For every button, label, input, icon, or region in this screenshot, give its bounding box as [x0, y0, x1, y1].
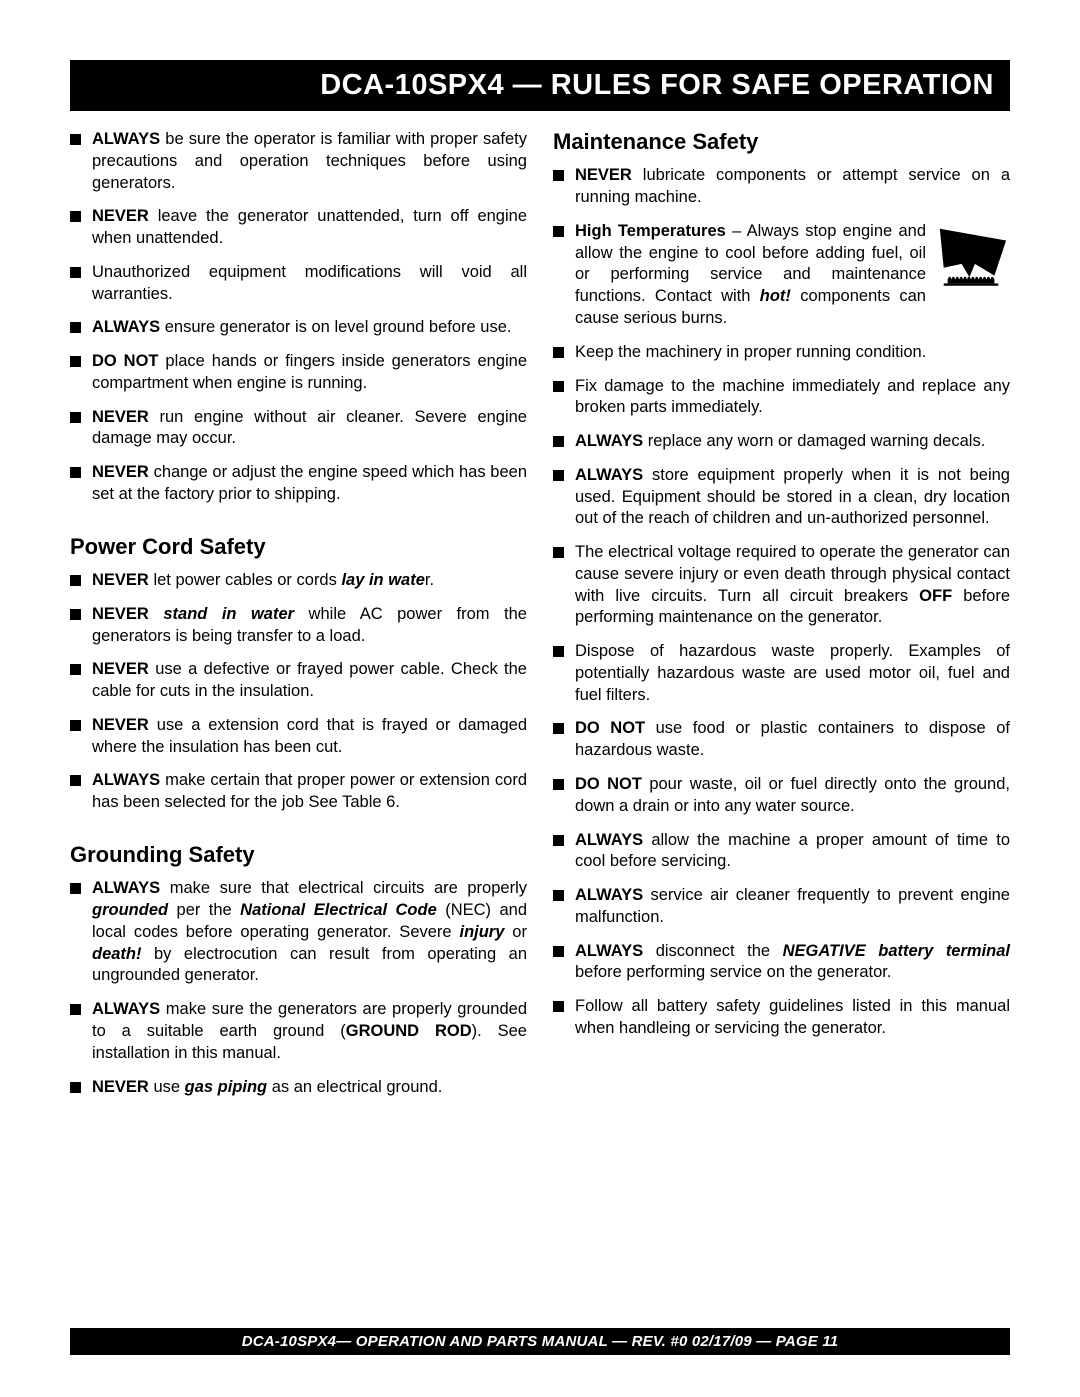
list-item: DO NOT place hands or fingers inside gen…: [70, 351, 527, 395]
list-item: ALWAYS service air cleaner frequently to…: [553, 885, 1010, 929]
list-item: NEVER let power cables or cords lay in w…: [70, 570, 527, 592]
list-item-text: NEVER run engine without air cleaner. Se…: [92, 408, 527, 448]
list-item: Dispose of hazardous waste properly. Exa…: [553, 641, 1010, 706]
list-item: Unauthorized equipment modifications wil…: [70, 262, 527, 306]
title-bar: DCA-10SPX4 — RULES FOR SAFE OPERATION: [70, 60, 1010, 111]
list-item-text: ALWAYS service air cleaner frequently to…: [575, 886, 1010, 926]
right-column: Maintenance Safety NEVER lubricate compo…: [553, 129, 1010, 1110]
list-item-text: NEVER let power cables or cords lay in w…: [92, 571, 434, 589]
list-item-text: ALWAYS disconnect the NEGATIVE battery t…: [575, 942, 1010, 982]
list-item-text: ALWAYS make sure that electrical circuit…: [92, 879, 527, 984]
power-cord-heading: Power Cord Safety: [70, 534, 527, 560]
list-item-text: ALWAYS be sure the operator is familiar …: [92, 130, 527, 192]
list-item: DO NOT use food or plastic containers to…: [553, 718, 1010, 762]
list-item: NEVER use gas piping as an electrical gr…: [70, 1077, 527, 1099]
list-item-text: ALWAYS ensure generator is on level grou…: [92, 318, 511, 336]
list-item: ALWAYS allow the machine a proper amount…: [553, 830, 1010, 874]
list-item: ALWAYS make sure the generators are prop…: [70, 999, 527, 1064]
grounding-list: ALWAYS make sure that electrical circuit…: [70, 878, 527, 1098]
list-item: NEVER stand in water while AC power from…: [70, 604, 527, 648]
content-columns: ALWAYS be sure the operator is familiar …: [70, 129, 1010, 1110]
list-item-text: NEVER change or adjust the engine speed …: [92, 463, 527, 503]
maintenance-heading: Maintenance Safety: [553, 129, 1010, 155]
list-item-text: NEVER stand in water while AC power from…: [92, 605, 527, 645]
list-item: ALWAYS make sure that electrical circuit…: [70, 878, 527, 987]
list-item: ALWAYS store equipment properly when it …: [553, 465, 1010, 530]
footer-bar: DCA-10SPX4— OPERATION AND PARTS MANUAL —…: [70, 1328, 1010, 1355]
list-item: Fix damage to the machine immediately an…: [553, 376, 1010, 420]
list-item: Keep the machinery in proper running con…: [553, 342, 1010, 364]
list-item: ALWAYS ensure generator is on level grou…: [70, 317, 527, 339]
hot-surface-icon: [932, 221, 1010, 299]
list-item-text: NEVER use gas piping as an electrical gr…: [92, 1078, 442, 1096]
list-item-text: DO NOT place hands or fingers inside gen…: [92, 352, 527, 392]
maintenance-list: NEVER lubricate components or attempt se…: [553, 165, 1010, 1039]
grounding-heading: Grounding Safety: [70, 842, 527, 868]
list-item-text: NEVER use a extension cord that is fraye…: [92, 716, 527, 756]
list-item-text: Follow all battery safety guidelines lis…: [575, 997, 1010, 1037]
list-item-text: NEVER use a defective or frayed power ca…: [92, 660, 527, 700]
list-item: NEVER run engine without air cleaner. Se…: [70, 407, 527, 451]
list-item-text: ALWAYS store equipment properly when it …: [575, 466, 1010, 528]
list-item: DO NOT pour waste, oil or fuel directly …: [553, 774, 1010, 818]
power-cord-list: NEVER let power cables or cords lay in w…: [70, 570, 527, 814]
list-item-text: Dispose of hazardous waste properly. Exa…: [575, 642, 1010, 704]
list-item: High Temperatures – Always stop engine a…: [553, 221, 1010, 330]
list-item: NEVER use a defective or frayed power ca…: [70, 659, 527, 703]
list-item: ALWAYS make certain that proper power or…: [70, 770, 527, 814]
list-item: ALWAYS be sure the operator is familiar …: [70, 129, 527, 194]
list-item-text: Unauthorized equipment modifications wil…: [92, 263, 527, 303]
list-item-text: NEVER lubricate components or attempt se…: [575, 166, 1010, 206]
list-item: NEVER change or adjust the engine speed …: [70, 462, 527, 506]
list-item-text: NEVER leave the generator unattended, tu…: [92, 207, 527, 247]
list-item: NEVER lubricate components or attempt se…: [553, 165, 1010, 209]
list-item: Follow all battery safety guidelines lis…: [553, 996, 1010, 1040]
list-item-text: DO NOT use food or plastic containers to…: [575, 719, 1010, 759]
list-item-text: Fix damage to the machine immediately an…: [575, 377, 1010, 417]
list-item-text: ALWAYS make sure the generators are prop…: [92, 1000, 527, 1062]
list-item-text: ALWAYS make certain that proper power or…: [92, 771, 527, 811]
general-list: ALWAYS be sure the operator is familiar …: [70, 129, 527, 506]
list-item: NEVER leave the generator unattended, tu…: [70, 206, 527, 250]
list-item: ALWAYS disconnect the NEGATIVE battery t…: [553, 941, 1010, 985]
list-item-text: High Temperatures – Always stop engine a…: [575, 222, 926, 327]
list-item-text: ALWAYS replace any worn or damaged warni…: [575, 432, 985, 450]
list-item: ALWAYS replace any worn or damaged warni…: [553, 431, 1010, 453]
list-item: The electrical voltage required to opera…: [553, 542, 1010, 629]
list-item-text: Keep the machinery in proper running con…: [575, 343, 926, 361]
left-column: ALWAYS be sure the operator is familiar …: [70, 129, 527, 1110]
list-item-text: ALWAYS allow the machine a proper amount…: [575, 831, 1010, 871]
list-item-text: DO NOT pour waste, oil or fuel directly …: [575, 775, 1010, 815]
list-item-text: The electrical voltage required to opera…: [575, 543, 1010, 626]
list-item: NEVER use a extension cord that is fraye…: [70, 715, 527, 759]
